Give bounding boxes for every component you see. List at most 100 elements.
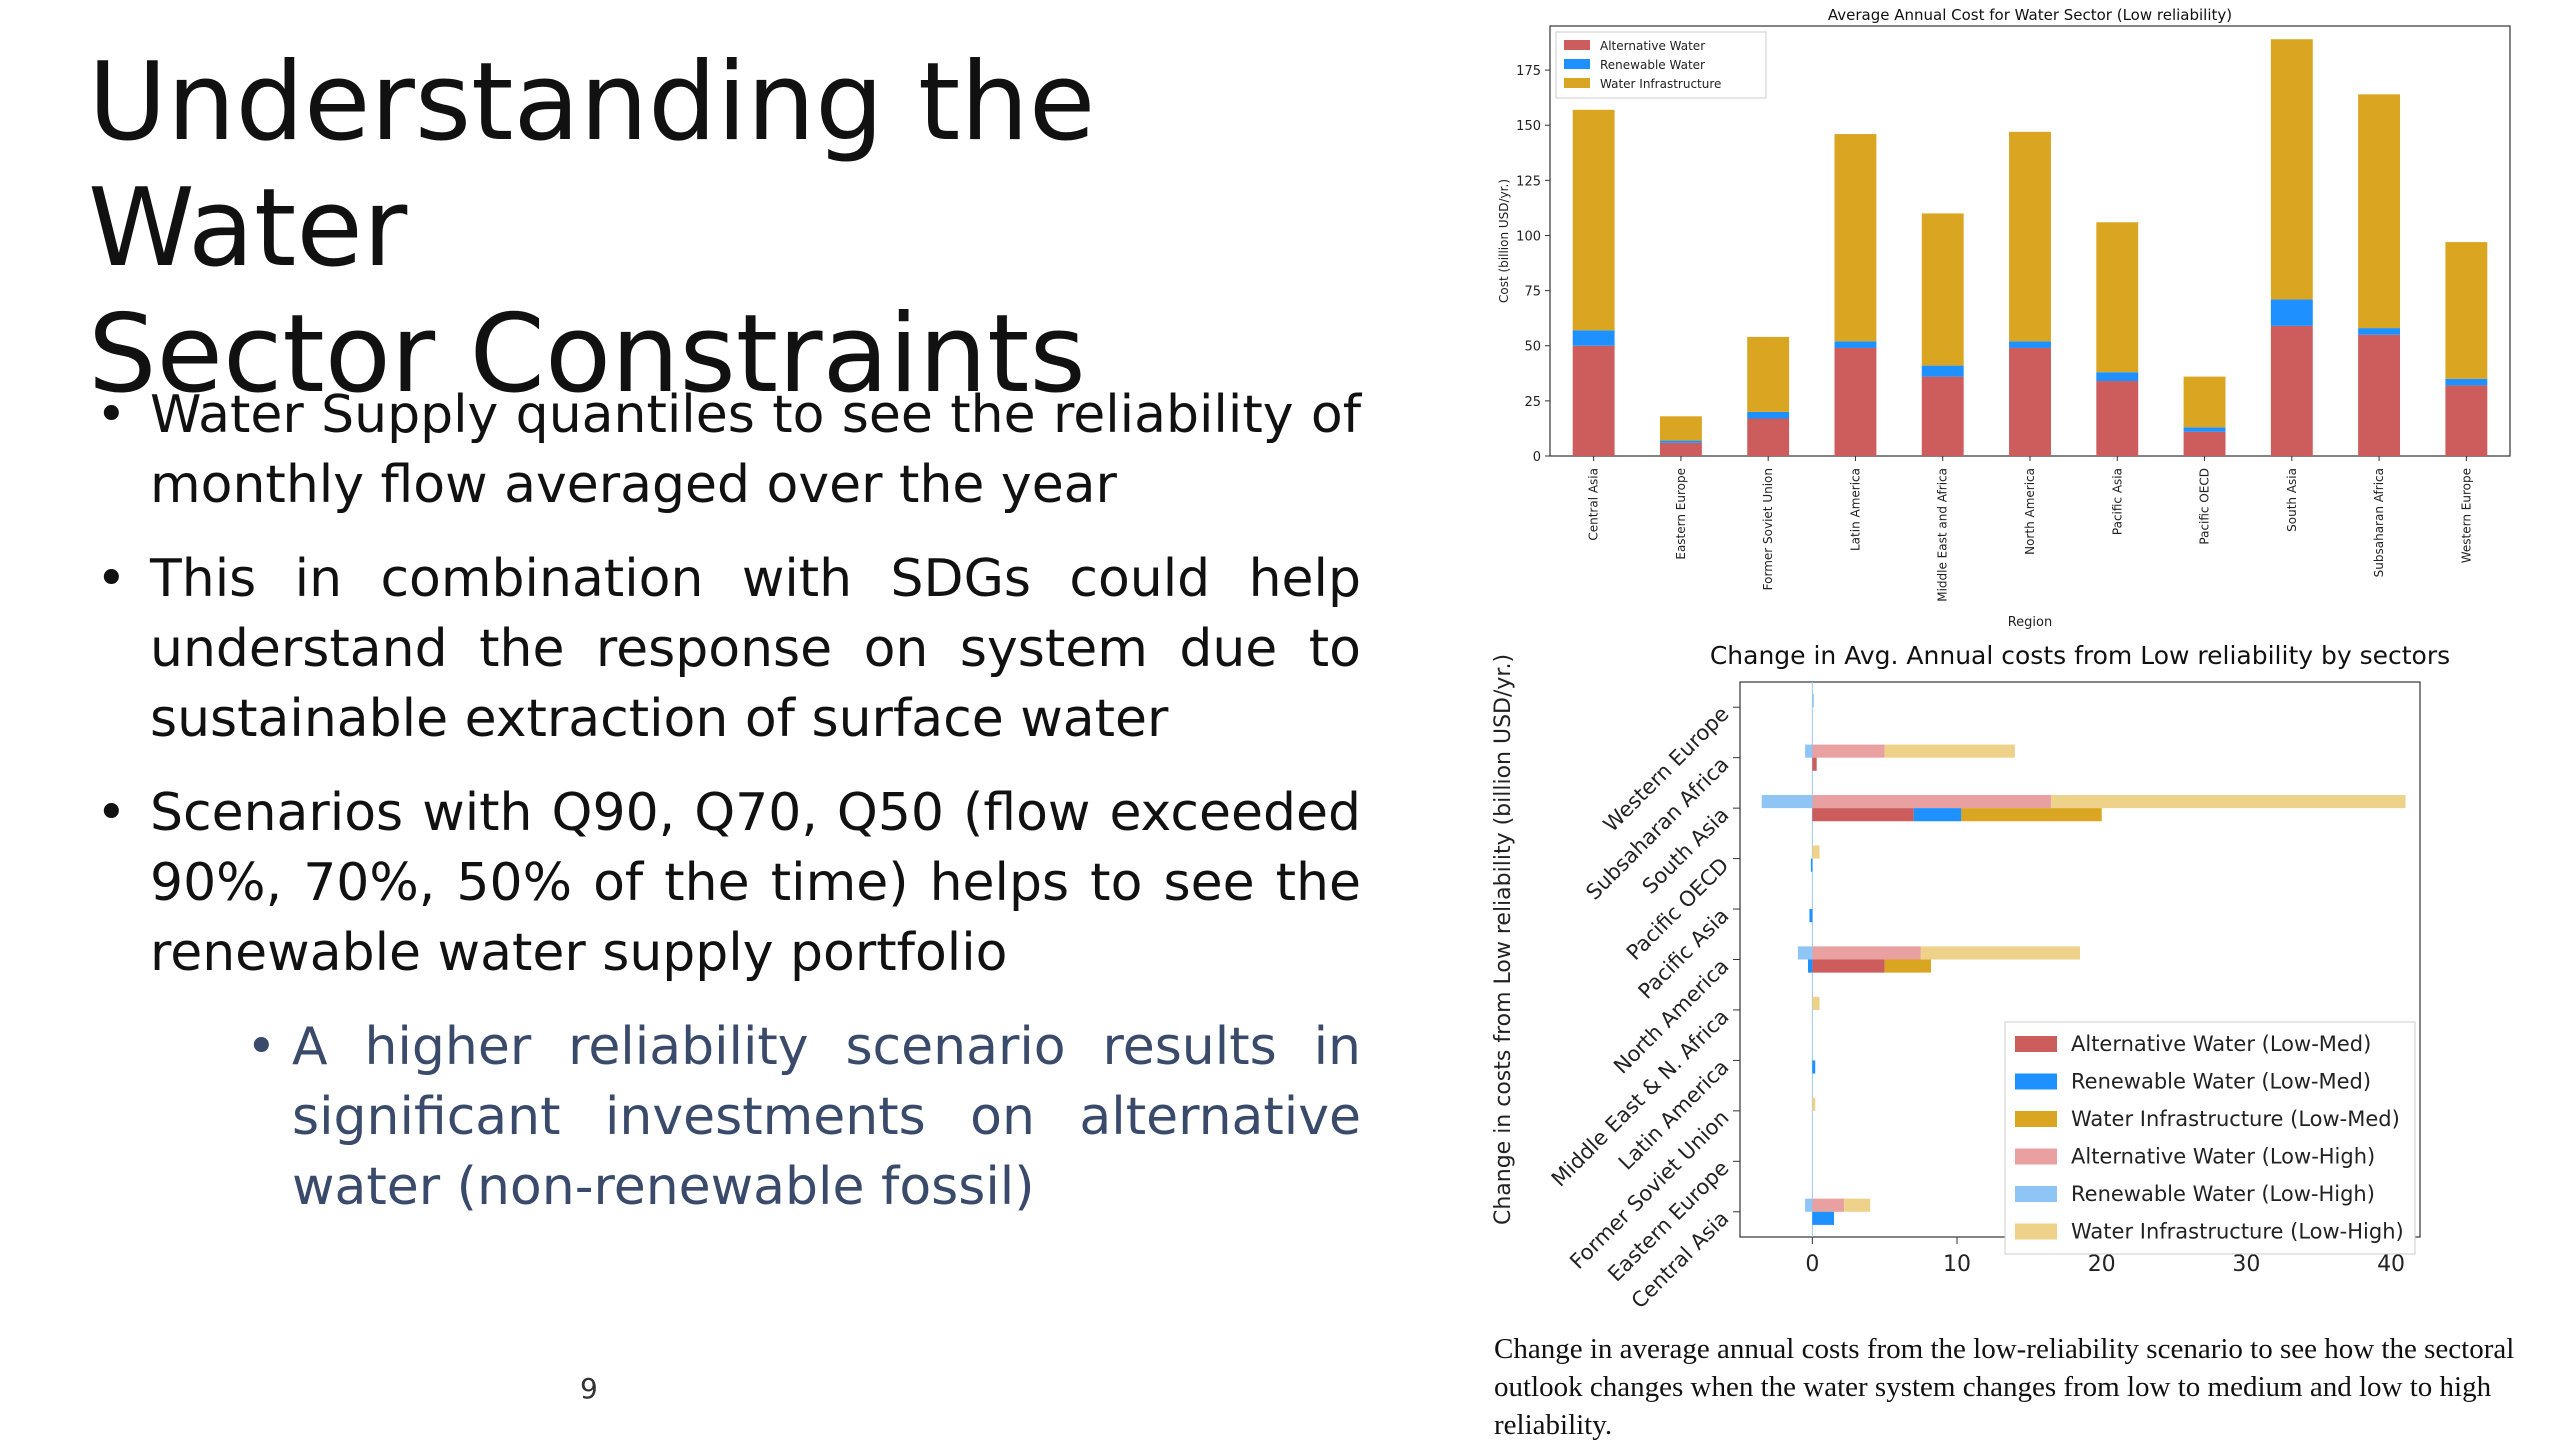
chart2-legend-label: Renewable Water (Low-High) xyxy=(2071,1182,2375,1206)
chart2-legend-label: Alternative Water (Low-Med) xyxy=(2071,1032,2371,1056)
sub-bullet: A higher reliability scenario results in… xyxy=(246,1012,1361,1222)
chart2-legend-label: Water Infrastructure (Low-High) xyxy=(2071,1220,2404,1244)
chart1-bar-segment xyxy=(2183,427,2226,432)
chart1-bar-segment xyxy=(1747,418,1790,456)
chart2-bar xyxy=(1844,1198,1871,1212)
chart1-bar-segment xyxy=(1834,341,1877,348)
chart1-ytick-label: 150 xyxy=(1516,119,1541,134)
chart1-legend-swatch xyxy=(1564,59,1590,69)
stacked-bar-chart: Average Annual Cost for Water Sector (Lo… xyxy=(1497,6,2511,630)
chart2-legend-swatch xyxy=(2015,1036,2057,1052)
chart1-ytick-label: 125 xyxy=(1516,174,1541,189)
chart2-legend-label: Alternative Water (Low-High) xyxy=(2071,1145,2375,1169)
chart2-bar xyxy=(1812,1097,1816,1111)
chart1-xtick-label: Middle East and Africa xyxy=(1936,468,1950,602)
chart1-bar-segment xyxy=(1572,330,1615,346)
chart2-bar xyxy=(1812,996,1820,1010)
chart2-legend-label: Renewable Water (Low-Med) xyxy=(2071,1070,2371,1094)
chart1-bar-segment xyxy=(2009,131,2051,342)
chart1-xtick-label: Pacific Asia xyxy=(2110,468,2124,535)
chart1-xtick-label: Western Europe xyxy=(2459,468,2473,563)
chart1-xtick-label: South Asia xyxy=(2285,468,2299,532)
chart1-legend-swatch xyxy=(1564,40,1590,50)
page-number: 9 xyxy=(580,1372,598,1405)
chart2-xtick-label: 0 xyxy=(1805,1252,1819,1277)
chart1-bar-segment xyxy=(1921,365,1964,377)
slide-title: Understanding the Water Sector Constrain… xyxy=(88,40,1388,418)
bullet-1: Water Supply quantiles to see the reliab… xyxy=(96,380,1361,520)
chart2-xtick-label: 20 xyxy=(2088,1252,2116,1277)
chart1-legend-label: Alternative Water xyxy=(1600,39,1705,53)
horizontal-bar-chart: Change in Avg. Annual costs from Low rel… xyxy=(1491,641,2450,1313)
chart1-ytick-label: 25 xyxy=(1524,395,1541,410)
chart1-bar-segment xyxy=(1834,134,1877,342)
chart1-bar-segment xyxy=(2358,334,2401,456)
chart1-bar-segment xyxy=(2009,341,2051,348)
chart1-legend-swatch xyxy=(1564,78,1590,88)
chart1-ytick-label: 175 xyxy=(1516,64,1541,79)
chart2-bar xyxy=(1812,946,1921,960)
chart1-ylabel: Cost (billion USD/yr.) xyxy=(1497,179,1511,303)
chart1-xtick-label: Subsaharan Africa xyxy=(2372,468,2386,577)
chart1-bar-segment xyxy=(1659,416,1702,441)
chart2-legend-swatch xyxy=(2015,1148,2057,1165)
chart2-legend-swatch xyxy=(2015,1073,2057,1090)
chart1-bar-segment xyxy=(2183,376,2226,428)
chart1-bar-segment xyxy=(2270,299,2313,326)
chart2-xtick-label: 30 xyxy=(2232,1252,2260,1277)
chart1-bar-segment xyxy=(1572,109,1615,331)
chart2-bar xyxy=(1797,946,1813,960)
chart2-title: Change in Avg. Annual costs from Low rel… xyxy=(1710,641,2450,670)
chart2-bar xyxy=(1808,959,1813,973)
chart2-bar xyxy=(1761,795,1813,809)
chart1-legend-box xyxy=(1555,31,1767,99)
chart2-bar xyxy=(2051,795,2406,809)
chart2-bar xyxy=(1810,858,1813,872)
chart1-bar-segment xyxy=(1921,213,1964,366)
chart2-legend-swatch xyxy=(2015,1186,2057,1202)
chart1-xtick-label: North America xyxy=(2023,468,2037,555)
chart2-bar xyxy=(1809,909,1813,923)
chart2-bar xyxy=(1812,795,2052,809)
chart2-bar xyxy=(1812,757,1817,771)
chart2-bar xyxy=(1812,808,1914,822)
chart1-bar-segment xyxy=(2096,372,2139,382)
chart2-ylabel: Change in costs from Low reliability (bi… xyxy=(1491,654,1516,1225)
chart2-xtick-label: 40 xyxy=(2377,1252,2405,1277)
chart2-legend-swatch xyxy=(2015,1111,2057,1127)
chart2-legend-box xyxy=(2004,1021,2416,1255)
chart1-bar-segment xyxy=(1747,411,1790,419)
chart1-bar-segment xyxy=(2445,378,2488,386)
chart1-ytick-label: 75 xyxy=(1524,285,1541,300)
chart2-xtick-label: 10 xyxy=(1943,1252,1971,1277)
bullet-2: This in combination with SDGs could help… xyxy=(96,544,1361,754)
chart1-bar-segment xyxy=(2445,385,2488,456)
chart1-bar-segment xyxy=(2445,242,2488,379)
chart1-bar-segment xyxy=(2183,431,2226,456)
chart1-bar-segment xyxy=(1921,376,1964,456)
chart1-xtick-label: Central Asia xyxy=(1587,468,1601,541)
chart1-xlabel: Region xyxy=(2008,615,2053,630)
chart2-bar xyxy=(1884,744,2015,758)
title-line-1: Understanding the Water xyxy=(88,40,1096,291)
chart1-legend-label: Renewable Water xyxy=(1600,58,1705,72)
chart1-bar-segment xyxy=(2009,347,2051,456)
chart1-xtick-label: Latin America xyxy=(1848,468,1862,551)
chart1-legend-label: Water Infrastructure xyxy=(1600,77,1721,91)
chart1-xtick-label: Eastern Europe xyxy=(1674,468,1688,560)
chart2-bar xyxy=(1812,694,1814,708)
chart2-bar xyxy=(1913,808,1962,822)
chart1-bar-segment xyxy=(2096,381,2139,456)
chart1-ytick-label: 0 xyxy=(1533,450,1541,465)
chart2-bar xyxy=(1884,959,1931,973)
chart2-bar xyxy=(1961,808,2102,822)
chart1-bar-segment xyxy=(2358,94,2401,329)
chart2-bar xyxy=(1805,1198,1813,1212)
chart1-bar-segment xyxy=(1747,336,1790,412)
chart1-ytick-label: 50 xyxy=(1524,340,1541,355)
bullet-list: Water Supply quantiles to see the reliab… xyxy=(96,380,1361,1222)
chart1-bar-segment xyxy=(1659,440,1702,443)
chart1-title: Average Annual Cost for Water Sector (Lo… xyxy=(1828,6,2232,24)
chart1-bar-segment xyxy=(2358,328,2401,335)
bullet-3: Scenarios with Q90, Q70, Q50 (flow excee… xyxy=(96,778,1361,988)
